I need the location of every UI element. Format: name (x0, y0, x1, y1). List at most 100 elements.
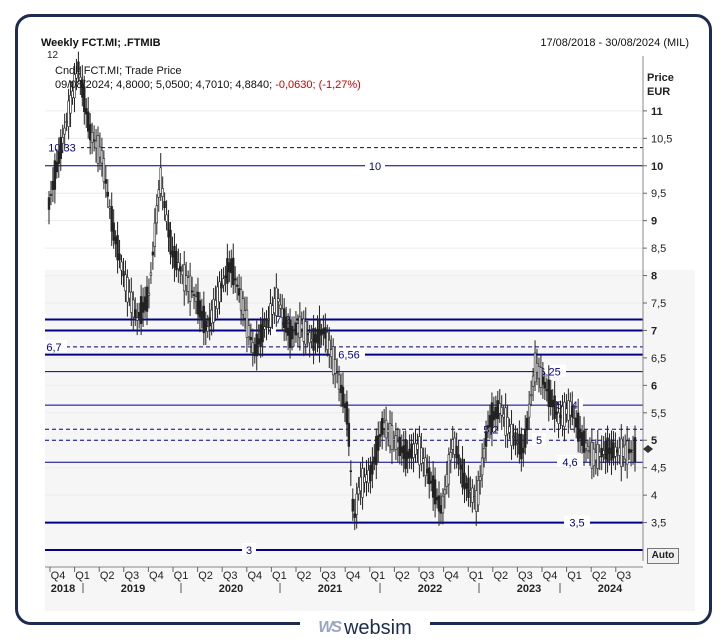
candle-body (224, 275, 227, 279)
candle-body (625, 440, 629, 465)
candle-body (545, 388, 549, 392)
candle-body (355, 493, 358, 515)
x-year-label: 2020 (219, 583, 243, 595)
level-label-bg (43, 140, 81, 153)
candle-body (294, 322, 298, 336)
candle-body (480, 457, 484, 476)
candle-body (281, 308, 284, 319)
candle-body (365, 474, 368, 482)
candle-body (582, 430, 586, 453)
candle-body (361, 468, 364, 498)
x-quarter-label: Q1 (469, 570, 484, 582)
candle-body (604, 441, 607, 460)
candle-body (616, 449, 619, 453)
candle-body (512, 436, 515, 439)
candle-body (631, 450, 635, 453)
candle-body (406, 451, 409, 459)
candle-body (543, 381, 547, 389)
candle-body (265, 318, 268, 328)
candle-body (188, 275, 192, 302)
candle-body (147, 292, 151, 296)
candle-body (100, 150, 104, 164)
y-axis-title-price: Price (647, 72, 674, 84)
candle-body (455, 445, 458, 459)
level-label-bg (365, 158, 385, 171)
candle-body (132, 299, 135, 318)
auto-scale-button[interactable]: Auto (647, 548, 679, 564)
candle-body (428, 467, 431, 485)
y-tick-label: 4,5 (651, 463, 666, 475)
top-left-tick: 12 (47, 50, 59, 61)
candle-body (286, 327, 290, 336)
date-range: 17/08/2018 - 30/08/2024 (MIL) (540, 37, 689, 49)
candle-body (337, 374, 341, 390)
candle-body (608, 447, 611, 455)
level-label: 10,33 (48, 143, 76, 155)
candle-body (412, 443, 415, 458)
candle-body (202, 305, 206, 334)
candle-body (267, 318, 270, 320)
y-tick-label: 4 (651, 490, 657, 502)
candle-body (200, 310, 204, 320)
candle-body (451, 439, 454, 450)
candle-body (320, 330, 323, 336)
candle-body (151, 251, 155, 256)
candle-body (120, 261, 123, 271)
candle-body (255, 333, 258, 357)
candle-body (157, 189, 160, 198)
candle-body (533, 352, 537, 383)
candle-body (73, 74, 76, 99)
candle-body (357, 486, 360, 495)
x-quarter-label: Q4 (346, 570, 361, 582)
candle-body (371, 461, 374, 475)
candle-body (518, 433, 521, 455)
candle-body (418, 436, 421, 466)
x-quarter-label: Q4 (543, 570, 558, 582)
candle-body (210, 309, 213, 324)
candle-body (596, 443, 599, 469)
candle-body (565, 408, 568, 415)
candle-body (502, 413, 505, 418)
candle-body (384, 419, 388, 439)
level-label: 10 (369, 161, 381, 173)
candle-body (85, 108, 88, 115)
candle-body (549, 389, 552, 408)
candle-body (392, 438, 396, 441)
candle-body (106, 191, 109, 197)
candle-body (104, 179, 108, 184)
level-label: 3,5 (569, 518, 584, 530)
candle-body (75, 73, 78, 79)
x-year-label: 2019 (121, 583, 145, 595)
candle-body (394, 435, 398, 450)
candle-body (571, 405, 574, 418)
candle-body (441, 495, 445, 514)
candle-body (282, 308, 286, 329)
legend-line-1: Cndl; FCT.MI; Trade Price (55, 65, 182, 77)
candle-body (465, 483, 468, 489)
candle-body (53, 160, 57, 190)
candle-body (402, 445, 405, 459)
candle-body (586, 446, 590, 451)
candle-body (535, 362, 539, 373)
candle-body (206, 326, 209, 332)
candle-body (459, 464, 462, 470)
candle-body (633, 437, 637, 463)
candle-body (516, 441, 519, 444)
candle-body (433, 479, 437, 505)
candle-body (92, 139, 96, 142)
candle-body (396, 441, 400, 449)
candle-body (314, 334, 317, 343)
level-label-bg (532, 433, 546, 446)
candle-body (590, 441, 594, 469)
candle-body (232, 257, 235, 286)
candle-body (143, 296, 147, 311)
brand: WS websim (300, 616, 430, 640)
x-axis: Q4 Q1 Q2 Q3 Q4 Q1 Q2 Q3 Q4 Q1 Q2 Q3 Q4 Q1 Q2 Q3 Q4 Q1 Q2 Q3… (45, 566, 643, 595)
candle-body (629, 449, 633, 453)
candle-body (398, 436, 402, 456)
candle-body (83, 86, 86, 113)
candle-body (57, 151, 60, 164)
candle-body (124, 274, 127, 292)
candle-body (345, 401, 349, 425)
candle-body (155, 205, 158, 224)
